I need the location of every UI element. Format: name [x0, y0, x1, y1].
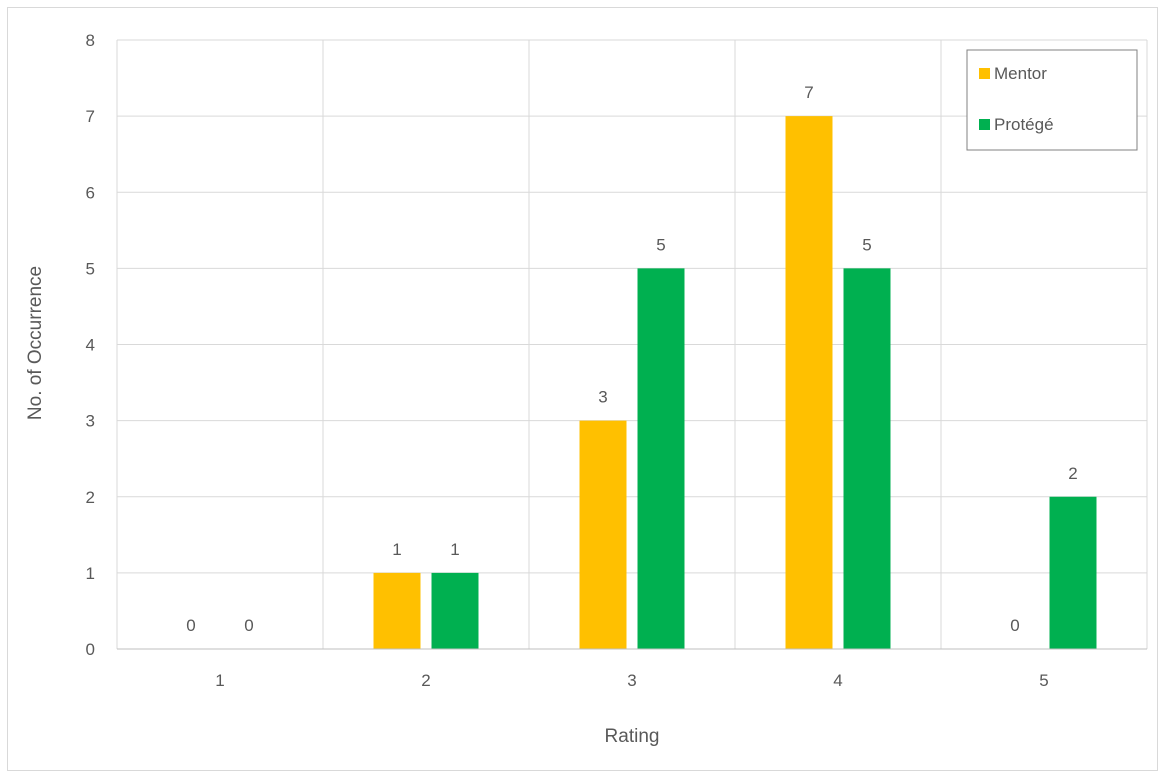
y-tick-label: 4 — [86, 336, 95, 355]
x-tick-label: 5 — [1039, 671, 1048, 690]
data-labels: 0 0 1 1 3 5 7 5 0 2 — [186, 83, 1077, 635]
x-axis-title: Rating — [605, 726, 660, 747]
data-label: 5 — [862, 235, 871, 254]
bar-mentor — [373, 572, 421, 649]
bar-mentor — [785, 116, 833, 649]
data-label: 0 — [186, 616, 195, 635]
y-tick-label: 6 — [86, 183, 95, 202]
y-axis-title: No. of Occurrence — [25, 266, 46, 420]
bars — [373, 116, 1097, 649]
x-tick-label: 3 — [627, 671, 636, 690]
x-tick-label: 1 — [215, 671, 224, 690]
data-label: 5 — [656, 235, 665, 254]
legend-box — [966, 49, 1138, 151]
y-tick-label: 7 — [86, 107, 95, 126]
bar-protege — [431, 572, 479, 649]
data-label: 1 — [450, 540, 459, 559]
x-tick-label: 2 — [421, 671, 430, 690]
data-label: 2 — [1068, 464, 1077, 483]
legend-swatch-mentor — [979, 68, 990, 79]
data-label: 0 — [1010, 616, 1019, 635]
y-tick-label: 1 — [86, 564, 95, 583]
bar-protege — [1049, 496, 1097, 649]
y-tick-label: 3 — [86, 412, 95, 431]
bar-mentor — [579, 420, 627, 649]
y-tick-label: 0 — [86, 640, 95, 659]
legend-label-mentor: Mentor — [994, 64, 1047, 83]
y-tick-label: 8 — [86, 31, 95, 50]
data-label: 1 — [392, 540, 401, 559]
bar-protege — [637, 268, 685, 649]
x-tick-label: 4 — [833, 671, 842, 690]
legend: Mentor Protégé — [966, 49, 1138, 151]
y-tick-label: 5 — [86, 259, 95, 278]
data-label: 3 — [598, 388, 607, 407]
legend-label-protege: Protégé — [994, 115, 1054, 134]
x-tick-labels: 1 2 3 4 5 — [215, 671, 1048, 690]
data-label: 0 — [244, 616, 253, 635]
legend-swatch-protege — [979, 119, 990, 130]
y-tick-labels: 0 1 2 3 4 5 6 7 8 — [86, 31, 95, 659]
y-tick-label: 2 — [86, 488, 95, 507]
data-label: 7 — [804, 83, 813, 102]
bar-protege — [843, 268, 891, 649]
